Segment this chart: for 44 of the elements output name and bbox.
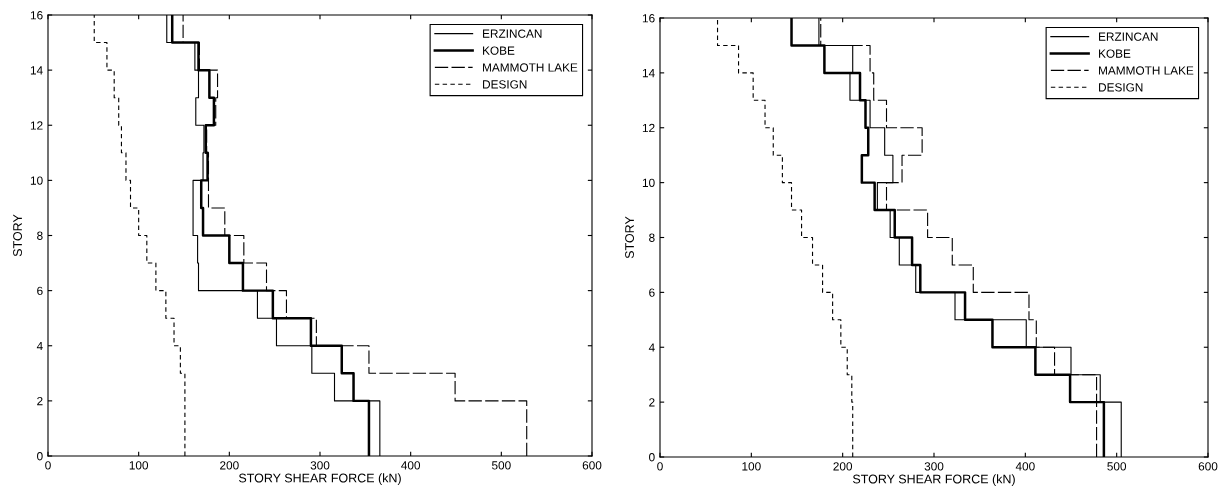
y-tick-label: 12: [30, 121, 43, 130]
y-tick-label: 6: [37, 286, 43, 296]
legend-label: DESIGN: [1099, 83, 1143, 92]
x-tick-label: 600: [1198, 462, 1218, 471]
x-tick-label: 300: [924, 462, 944, 471]
legend-label: MAMMOTH LAKE: [1099, 66, 1194, 75]
legend-label: KOBE: [483, 46, 515, 55]
y-tick-label: 10: [30, 176, 43, 185]
y-tick-label: 14: [30, 66, 43, 75]
legend-label: MAMMOTH LAKE: [483, 63, 578, 72]
x-tick-label: 400: [401, 461, 421, 470]
legend-label: ERZINCAN: [1099, 32, 1158, 41]
y-tick-label: 6: [649, 288, 655, 297]
y-tick-label: 14: [642, 69, 655, 78]
y-tick-label: 4: [36, 341, 43, 351]
x-axis-title: STORY SHEAR FORCE (kN): [852, 474, 1015, 486]
x-tick-label: 100: [742, 462, 761, 471]
y-tick-label: 2: [37, 396, 43, 406]
y-tick-label: 16: [642, 14, 655, 23]
x-tick-label: 200: [833, 462, 853, 471]
x-tick-label: 600: [582, 461, 602, 470]
y-tick-label: 8: [37, 231, 43, 240]
x-tick-label: 400: [1015, 462, 1035, 471]
x-tick-label: 0: [657, 462, 663, 471]
y-tick-label: 0: [37, 452, 43, 461]
legend-label: ERZINCAN: [483, 29, 542, 38]
y-tick-label: 0: [649, 453, 655, 462]
y-axis-title: STORY: [625, 216, 634, 259]
x-tick-label: 500: [491, 461, 511, 470]
x-tick-label: 300: [310, 461, 330, 470]
x-tick-label: 200: [220, 461, 239, 470]
x-axis-title: STORY SHEAR FORCE (kN): [238, 473, 401, 485]
y-tick-label: 16: [30, 11, 43, 20]
x-tick-label: 100: [129, 461, 149, 470]
x-tick-label: 500: [1107, 462, 1127, 471]
legend-label: DESIGN: [483, 80, 527, 89]
y-tick-label: 2: [649, 398, 655, 407]
y-axis-title: STORY: [13, 214, 22, 257]
y-tick-label: 10: [642, 178, 655, 188]
x-tick-label: 0: [45, 461, 51, 470]
y-tick-label: 4: [648, 343, 655, 352]
y-tick-label: 12: [642, 123, 655, 133]
legend-label: KOBE: [1099, 49, 1131, 58]
y-tick-label: 8: [649, 233, 655, 242]
